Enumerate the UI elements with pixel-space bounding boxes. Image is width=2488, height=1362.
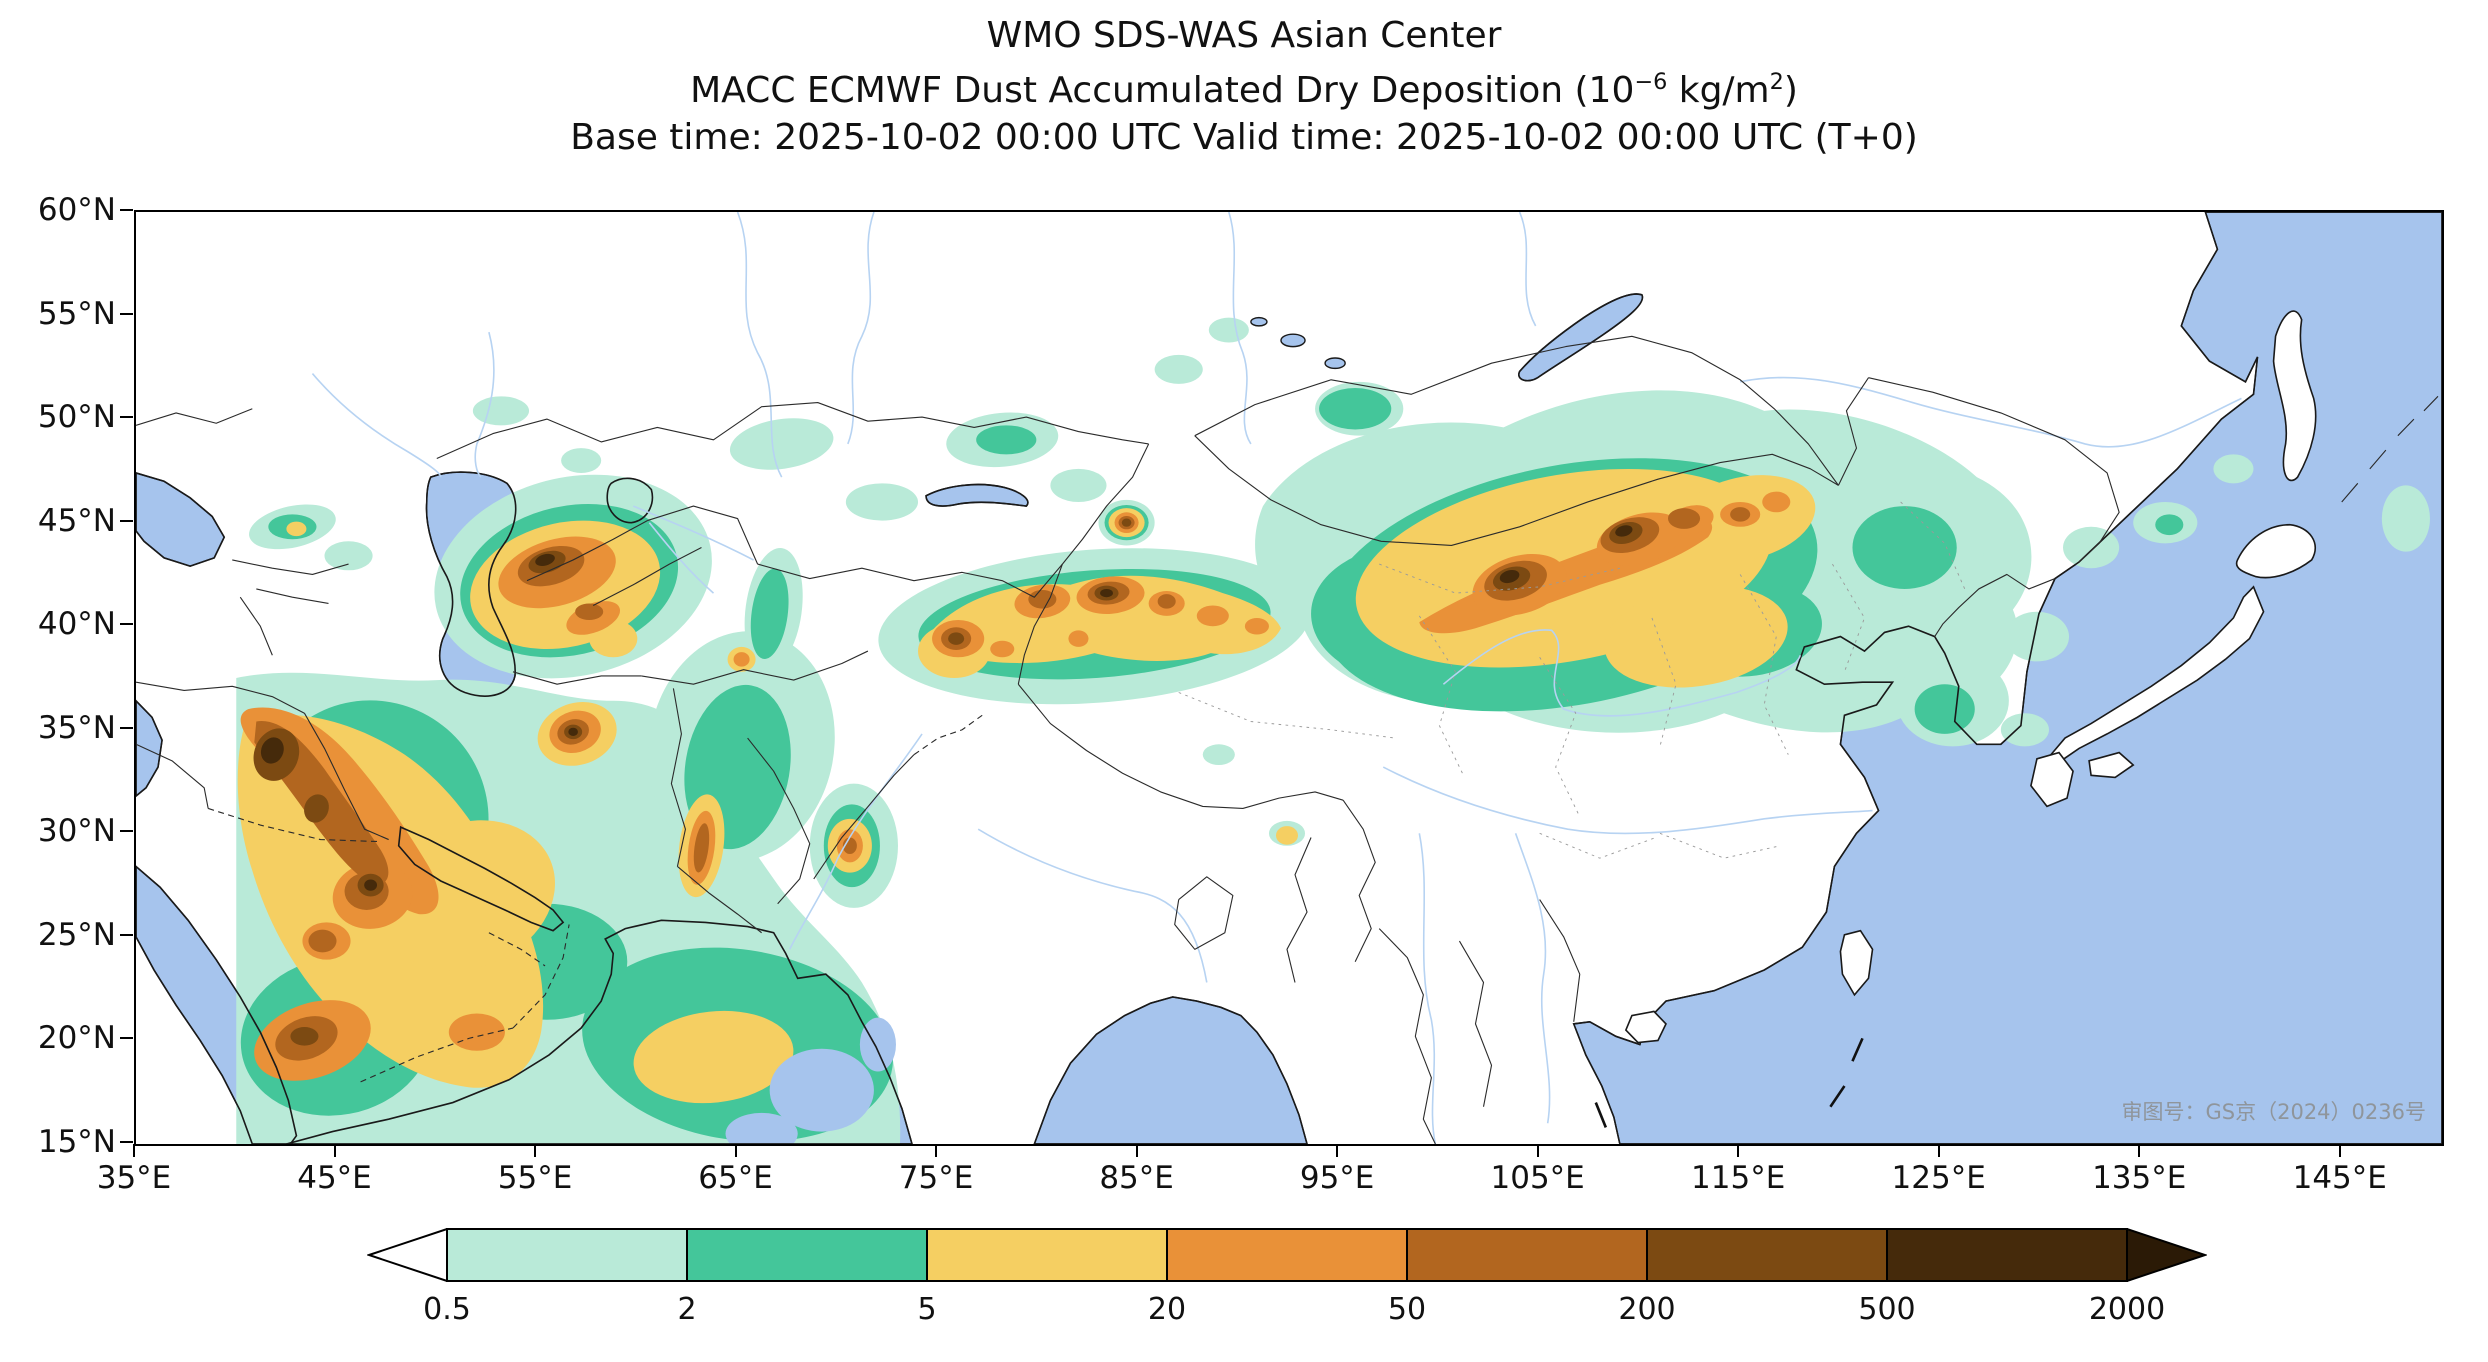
x-tick-mark	[1536, 1144, 1539, 1157]
y-tick-label: 35°N	[37, 709, 116, 746]
colorbar-level-label: 5	[917, 1292, 937, 1327]
colorbar-level-label: 500	[1858, 1292, 1916, 1327]
islands-layer	[1624, 310, 2439, 1044]
x-tick-label: 45°E	[297, 1160, 372, 1196]
y-tick-label: 45°N	[37, 502, 116, 539]
x-tick-mark	[133, 1144, 135, 1157]
colorbar-level-label: 2000	[2088, 1292, 2166, 1327]
borders-layer	[136, 335, 2120, 1144]
subtitle-part: MACC ECMWF Dust Accumulated Dry Depositi…	[690, 70, 1635, 111]
y-tick-label: 60°N	[37, 192, 116, 228]
colorbar-level-label: 50	[1387, 1292, 1427, 1327]
y-tick-mark	[120, 416, 133, 419]
x-tick-mark	[1336, 1144, 1339, 1157]
x-tick-label: 105°E	[1490, 1160, 1585, 1196]
colorbar-level-label: 200	[1618, 1292, 1676, 1327]
figure-timeinfo: Base time: 2025-10-02 00:00 UTC Valid ti…	[570, 117, 1918, 158]
x-tick-mark	[333, 1144, 336, 1157]
y-tick-label: 55°N	[37, 295, 116, 332]
x-tick-mark	[1135, 1144, 1138, 1157]
x-tick-label: 35°E	[96, 1160, 172, 1196]
y-tick-mark	[120, 519, 133, 522]
x-tick-mark	[2138, 1144, 2141, 1157]
colorbar-labels: 0.5 2 5 20 50 200 500 2000	[367, 1292, 2207, 1334]
colorbar	[367, 1228, 2207, 1282]
x-tick-label: 115°E	[1691, 1160, 1786, 1196]
x-tick-label: 95°E	[1299, 1160, 1375, 1196]
x-tick-mark	[1937, 1144, 1940, 1157]
subtitle-part: kg/m	[1667, 70, 1770, 111]
x-tick-mark	[2338, 1144, 2341, 1157]
y-tick-label: 30°N	[37, 813, 116, 850]
ocean-gap-layer	[725, 1017, 896, 1144]
x-tick-mark	[1737, 1144, 1740, 1157]
figure-title: WMO SDS-WAS Asian Center	[986, 15, 1502, 56]
subtitle-part: )	[1783, 70, 1798, 111]
y-tick-label: 40°N	[37, 606, 116, 643]
x-tick-label: 125°E	[1891, 1160, 1986, 1196]
colorbar-level-label: 20	[1147, 1292, 1187, 1327]
x-tick-label: 75°E	[898, 1160, 974, 1196]
x-tick-mark	[734, 1144, 737, 1157]
y-tick-label: 20°N	[37, 1020, 116, 1057]
y-tick-label: 50°N	[37, 399, 116, 436]
colorbar-level-label: 0.5	[423, 1292, 471, 1327]
x-tick-mark	[935, 1144, 938, 1157]
subtitle-exponent: −6	[1634, 69, 1668, 95]
x-tick-label: 145°E	[2292, 1160, 2387, 1196]
y-tick-mark	[120, 1141, 133, 1143]
y-tick-mark	[120, 312, 133, 315]
x-tick-label: 55°E	[497, 1160, 573, 1196]
provincial-borders-layer	[1178, 501, 1966, 859]
y-tick-mark	[120, 623, 133, 626]
figure-title-block: WMO SDS-WAS Asian Center MACC ECMWF Dust…	[0, 12, 2488, 161]
map-approval-note: 审图号：GS京（2024）0236号	[2121, 1100, 2427, 1124]
colorbar-level-label: 2	[677, 1292, 697, 1327]
y-tick-mark	[120, 726, 133, 729]
x-tick-label: 85°E	[1099, 1160, 1174, 1196]
figure-subtitle: MACC ECMWF Dust Accumulated Dry Depositi…	[0, 59, 2488, 114]
y-tick-mark	[120, 1037, 133, 1040]
dust-map-svg	[136, 212, 2442, 1144]
subtitle-exponent: 2	[1769, 69, 1784, 95]
y-tick-mark	[120, 933, 133, 936]
dust-contour-layer	[236, 317, 2430, 1144]
y-tick-label: 25°N	[37, 916, 116, 953]
x-tick-mark	[534, 1144, 537, 1157]
y-tick-mark	[120, 209, 133, 211]
y-tick-label: 15°N	[37, 1124, 116, 1160]
x-tick-label: 135°E	[2092, 1160, 2187, 1196]
map-canvas	[134, 210, 2444, 1146]
x-tick-label: 65°E	[698, 1160, 773, 1196]
y-tick-mark	[120, 830, 133, 833]
